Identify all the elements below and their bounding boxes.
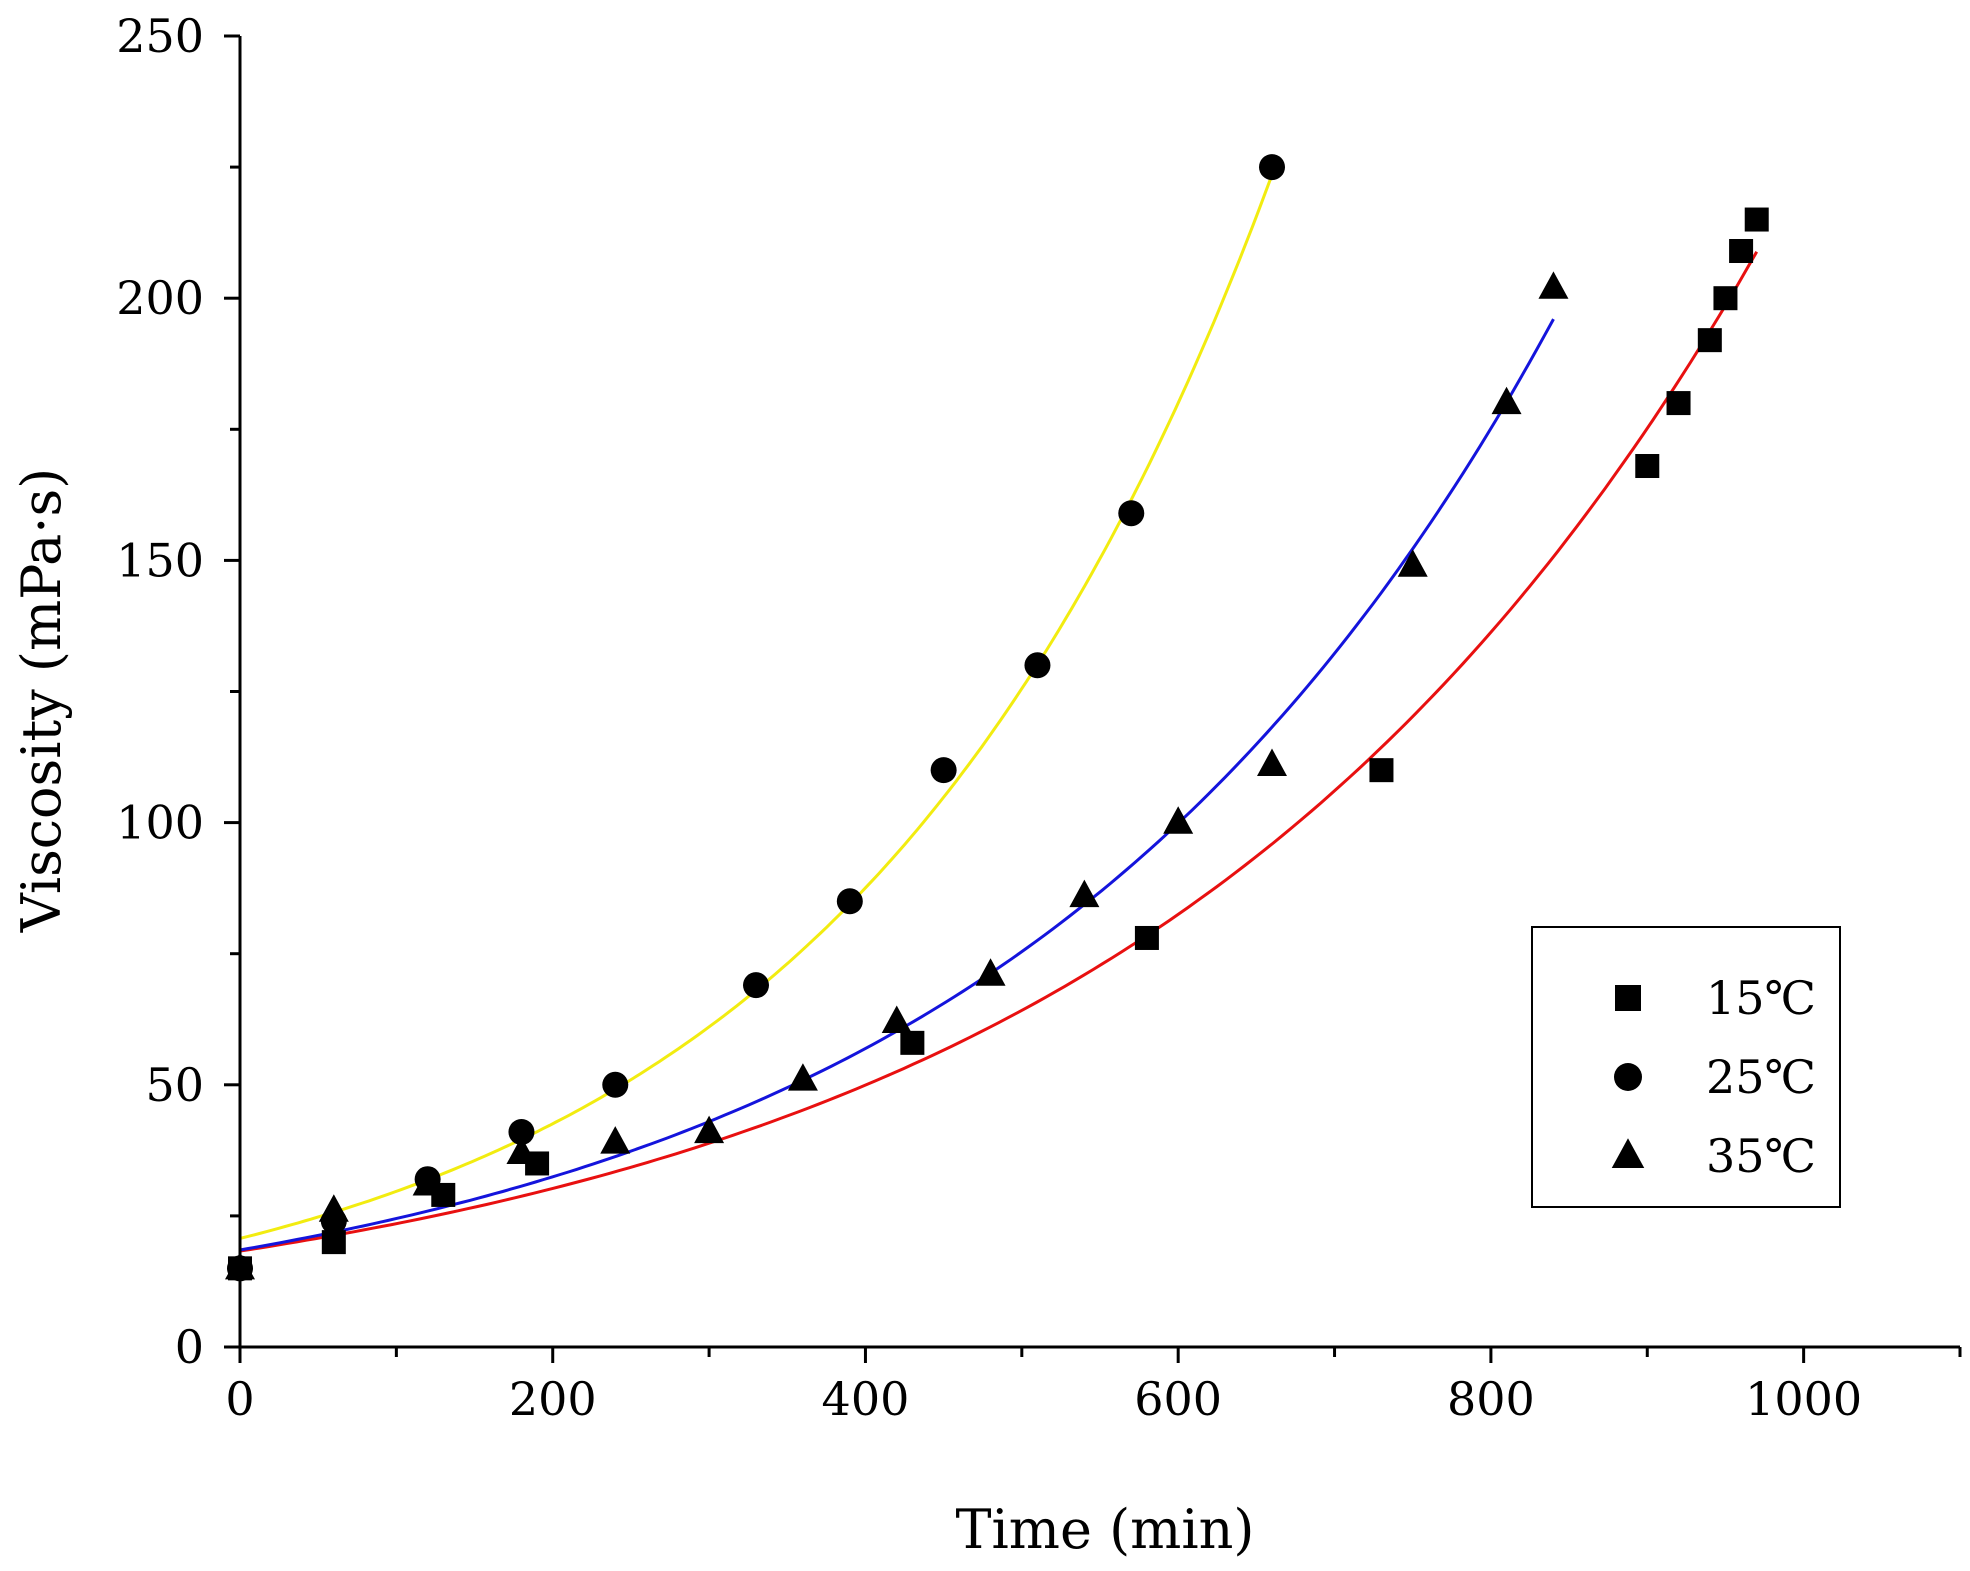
y-tick-label: 200 bbox=[116, 271, 204, 325]
data-point-circle bbox=[508, 1118, 535, 1145]
x-tick-label: 600 bbox=[1134, 1372, 1222, 1426]
x-tick-label: 800 bbox=[1447, 1372, 1535, 1426]
legend-marker-circle bbox=[1614, 1063, 1642, 1091]
fit-curve-circle bbox=[239, 174, 1274, 1240]
data-point-triangle bbox=[975, 958, 1006, 986]
data-point-triangle bbox=[1538, 271, 1569, 299]
data-point-triangle bbox=[225, 1251, 255, 1280]
data-point-circle bbox=[836, 888, 863, 915]
x-axis-title: Time (min) bbox=[955, 1498, 1254, 1561]
data-point-triangle bbox=[1257, 748, 1287, 777]
data-point-triangle bbox=[787, 1063, 818, 1091]
data-point-square bbox=[1713, 286, 1738, 311]
data-point-triangle bbox=[1163, 806, 1194, 834]
data-point-circle bbox=[1259, 154, 1285, 181]
data-point-triangle bbox=[318, 1194, 349, 1222]
data-point-circle bbox=[743, 972, 769, 999]
data-point-circle bbox=[930, 757, 957, 784]
axes: 0 200 400 600 800 1000 0 50 100 150 200 250 bbox=[116, 9, 1962, 1426]
data-point-square bbox=[900, 1030, 925, 1055]
data-point-square bbox=[1666, 391, 1691, 416]
data-point-triangle bbox=[1069, 879, 1100, 908]
data-point-circle bbox=[1118, 500, 1145, 527]
y-tick-label: 150 bbox=[116, 533, 204, 587]
fit-curve-square bbox=[239, 251, 1758, 1253]
data-point-circle bbox=[1024, 652, 1051, 679]
data-point-square bbox=[1744, 207, 1769, 232]
data-point-square bbox=[1635, 454, 1660, 479]
legend: 15℃ 25℃ 35℃ bbox=[1531, 926, 1841, 1208]
data-point-square bbox=[1369, 758, 1394, 783]
x-tick-label: 400 bbox=[822, 1372, 910, 1426]
y-tick-label: 50 bbox=[145, 1058, 204, 1112]
legend-label: 15℃ bbox=[1706, 971, 1816, 1025]
x-tick-label: 200 bbox=[509, 1372, 597, 1426]
data-point-triangle bbox=[1397, 549, 1428, 577]
fit-curve-triangle bbox=[239, 318, 1555, 1252]
legend-marker-square bbox=[1615, 985, 1641, 1011]
y-tick-label: 100 bbox=[116, 796, 204, 850]
data-point-triangle bbox=[600, 1126, 631, 1154]
data-point-triangle bbox=[412, 1168, 443, 1196]
data-point-triangle bbox=[694, 1115, 725, 1144]
y-tick-label: 250 bbox=[116, 9, 204, 63]
data-point-triangle bbox=[881, 1005, 912, 1033]
data-point-square bbox=[1697, 328, 1722, 353]
data-point-square bbox=[1134, 925, 1159, 950]
data-point-circle bbox=[602, 1071, 629, 1098]
data-points bbox=[225, 154, 1769, 1282]
legend-marker-triangle bbox=[1611, 1138, 1645, 1169]
data-point-triangle bbox=[506, 1136, 537, 1165]
data-point-triangle bbox=[1491, 386, 1522, 415]
fit-curves bbox=[239, 174, 1758, 1253]
legend-box bbox=[1531, 926, 1841, 1208]
legend-label: 35℃ bbox=[1706, 1129, 1816, 1183]
x-tick-label: 0 bbox=[225, 1372, 254, 1426]
y-axis-title: Viscosity (mPa·s) bbox=[10, 468, 73, 933]
legend-label: 25℃ bbox=[1706, 1050, 1816, 1104]
x-tick-label: 1000 bbox=[1745, 1372, 1862, 1426]
y-tick-label: 0 bbox=[175, 1320, 204, 1374]
data-point-square bbox=[1729, 239, 1754, 264]
